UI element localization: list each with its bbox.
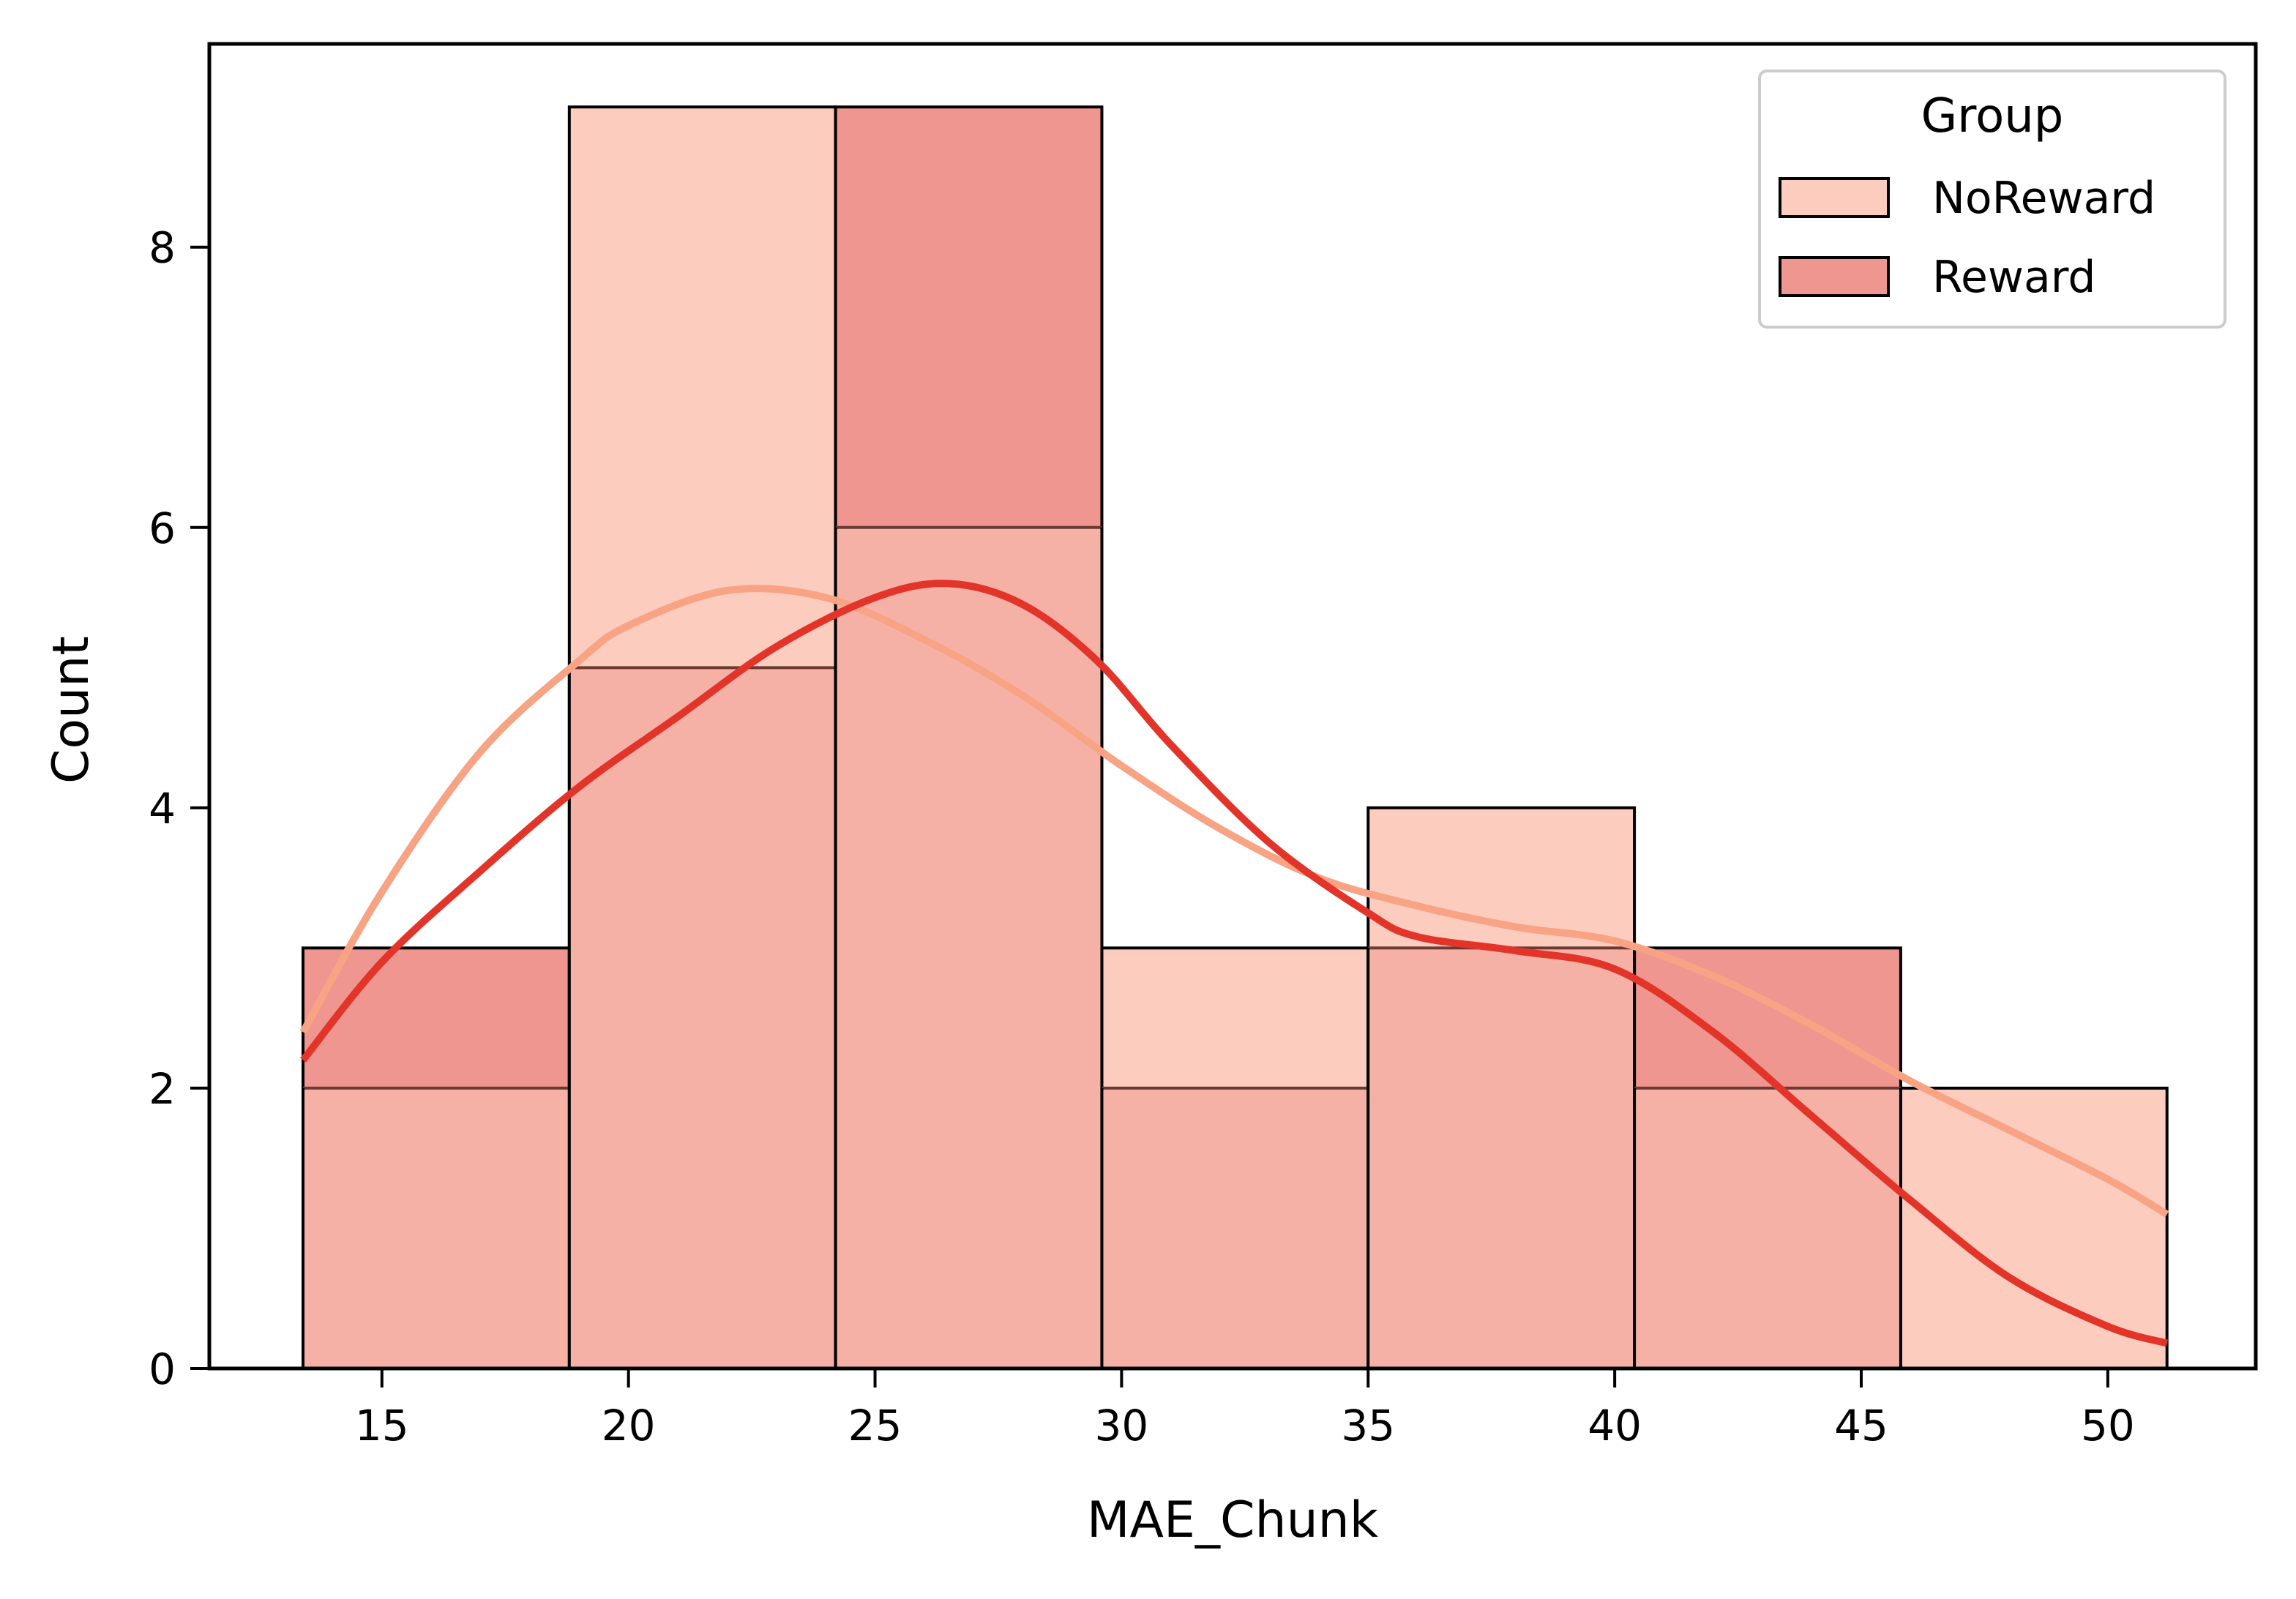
y-tick-label-6: 6	[149, 503, 176, 553]
bar-reward-4	[1368, 948, 1635, 1368]
legend-label-noreward: NoReward	[1932, 173, 2155, 224]
x-tick-label-45: 45	[1834, 1401, 1888, 1450]
legend-label-reward: Reward	[1932, 252, 2095, 303]
kde-line-noreward	[299, 585, 2169, 1218]
x-tick-label-50: 50	[2081, 1401, 2135, 1450]
bar-noreward-5	[1634, 1087, 1901, 1368]
y-tick-label-8: 8	[149, 223, 176, 273]
overlap-layer	[302, 525, 1902, 1368]
bar-noreward-0	[303, 1087, 569, 1368]
y-axis-title: Count	[42, 636, 100, 784]
x-tick-label-20: 20	[602, 1401, 656, 1450]
x-tick-label-30: 30	[1095, 1401, 1149, 1450]
y-axis: 0 2 4 6 8	[149, 223, 209, 1394]
x-tick-label-25: 25	[848, 1401, 902, 1450]
legend-swatch-noreward	[1779, 177, 1890, 218]
legend-swatch-reward	[1779, 256, 1890, 297]
kde-line-reward	[300, 580, 2169, 1347]
x-tick-label-35: 35	[1341, 1401, 1395, 1450]
bar-reward-3	[1102, 1087, 1369, 1368]
x-axis-title: MAE_Chunk	[1087, 1491, 1379, 1549]
legend-title: Group	[1921, 89, 2064, 143]
x-axis: 15 20 25 30 35 40 45 50	[355, 1368, 2135, 1450]
bar-reward-1	[569, 667, 836, 1368]
x-tick-label-40: 40	[1588, 1401, 1642, 1450]
legend: Group NoReward Reward	[1758, 70, 2226, 329]
x-tick-label-15: 15	[355, 1401, 409, 1450]
y-tick-label-0: 0	[149, 1344, 176, 1394]
kde-layer	[299, 580, 2169, 1347]
bar-noreward-2	[835, 527, 1102, 1368]
y-tick-label-2: 2	[149, 1064, 176, 1114]
y-tick-label-4: 4	[149, 784, 176, 834]
plot-frame	[207, 42, 2258, 1371]
